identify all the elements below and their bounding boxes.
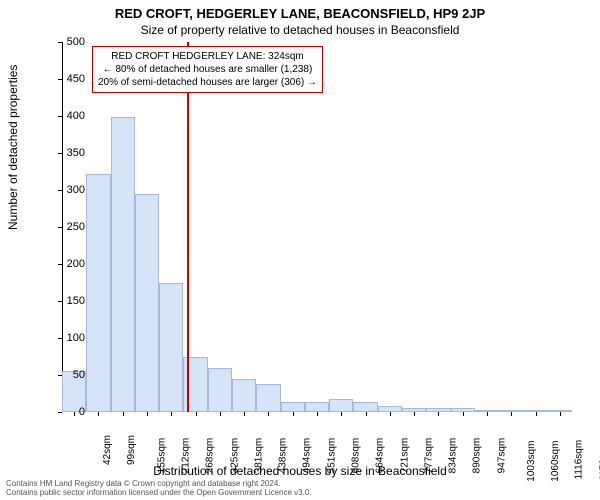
reference-line [187, 42, 189, 412]
histogram-bar [111, 117, 135, 412]
x-tick [74, 412, 75, 416]
x-tick [487, 412, 488, 416]
x-tick [293, 412, 294, 416]
footer-line1: Contains HM Land Registry data © Crown c… [6, 479, 312, 489]
x-tick [196, 412, 197, 416]
y-tick-label: 400 [45, 110, 85, 122]
histogram-bar [305, 402, 329, 412]
y-tick [58, 116, 62, 117]
x-tick [268, 412, 269, 416]
annotation-line2: ← 80% of detached houses are smaller (1,… [98, 63, 317, 76]
x-tick [536, 412, 537, 416]
y-tick [58, 42, 62, 43]
histogram-bar [135, 194, 159, 412]
x-tick [390, 412, 391, 416]
x-tick-label: 42sqm [102, 435, 113, 465]
chart-title-sub: Size of property relative to detached ho… [0, 21, 600, 37]
chart-container: RED CROFT, HEDGERLEY LANE, BEACONSFIELD,… [0, 0, 600, 500]
x-tick [511, 412, 512, 416]
annotation-box: RED CROFT HEDGERLEY LANE: 324sqm ← 80% o… [92, 46, 323, 93]
y-tick-label: 500 [45, 36, 85, 48]
x-tick [414, 412, 415, 416]
y-tick [58, 375, 62, 376]
y-tick [58, 264, 62, 265]
y-tick-label: 350 [45, 147, 85, 159]
x-tick [366, 412, 367, 416]
plot-area: RED CROFT HEDGERLEY LANE: 324sqm ← 80% o… [62, 42, 572, 412]
histogram-bar [353, 402, 377, 412]
x-tick [123, 412, 124, 416]
histogram-bar [281, 402, 305, 412]
x-tick [341, 412, 342, 416]
histogram-bar [329, 399, 353, 412]
histogram-bar [86, 174, 110, 412]
x-axis-label: Distribution of detached houses by size … [0, 464, 600, 478]
x-tick [438, 412, 439, 416]
y-tick-label: 250 [45, 221, 85, 233]
y-tick-label: 300 [45, 184, 85, 196]
x-tick [560, 412, 561, 416]
footer-line2: Contains public sector information licen… [6, 488, 312, 498]
x-tick [147, 412, 148, 416]
y-tick [58, 153, 62, 154]
annotation-line1: RED CROFT HEDGERLEY LANE: 324sqm [98, 50, 317, 63]
histogram-bar [256, 384, 280, 412]
annotation-line3: 20% of semi-detached houses are larger (… [98, 76, 317, 89]
y-tick [58, 190, 62, 191]
y-tick-label: 100 [45, 332, 85, 344]
x-tick [244, 412, 245, 416]
y-tick [58, 79, 62, 80]
y-tick-label: 450 [45, 73, 85, 85]
footer-attribution: Contains HM Land Registry data © Crown c… [6, 479, 312, 498]
y-tick [58, 301, 62, 302]
x-tick [317, 412, 318, 416]
x-tick [220, 412, 221, 416]
y-axis-label: Number of detached properties [6, 65, 20, 230]
x-tick [463, 412, 464, 416]
chart-title-main: RED CROFT, HEDGERLEY LANE, BEACONSFIELD,… [0, 0, 600, 21]
histogram-bar [159, 283, 183, 412]
histogram-bar [208, 368, 232, 412]
x-tick-label: 99sqm [126, 435, 137, 465]
x-tick [171, 412, 172, 416]
y-tick-label: 50 [45, 369, 85, 381]
y-tick [58, 338, 62, 339]
y-tick [58, 227, 62, 228]
x-tick [98, 412, 99, 416]
y-tick-label: 200 [45, 258, 85, 270]
histogram-bar [232, 379, 256, 412]
y-tick-label: 150 [45, 295, 85, 307]
y-tick [58, 412, 62, 413]
y-tick-label: 0 [45, 406, 85, 418]
